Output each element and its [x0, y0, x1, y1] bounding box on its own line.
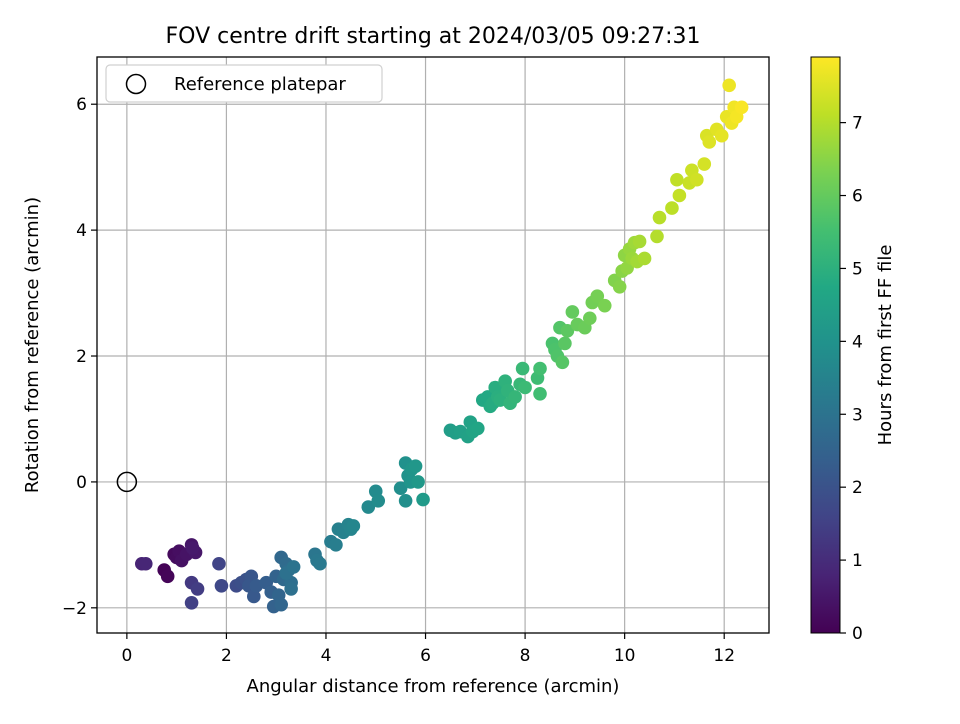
data-point: [471, 421, 485, 436]
data-point: [408, 459, 423, 473]
data-point: [714, 128, 729, 143]
x-tick-label: 6: [420, 646, 431, 666]
data-point: [533, 361, 547, 376]
data-point: [702, 135, 717, 149]
x-tick-label: 10: [614, 646, 636, 666]
colorbar-label: Hours from first FF file: [875, 245, 896, 446]
data-point: [632, 234, 647, 249]
data-point: [650, 229, 664, 244]
x-tick-label: 0: [121, 646, 132, 666]
colorbar-tick-label: 3: [852, 405, 863, 425]
data-point: [652, 210, 667, 225]
data-point: [583, 311, 597, 326]
data-point: [665, 201, 679, 215]
x-axis-ticks: 0 2 4 6 8 10 12: [121, 633, 735, 666]
data-point: [190, 582, 205, 596]
colorbar: [810, 56, 841, 634]
data-point: [672, 188, 687, 203]
legend-entry-label: Reference platepar: [174, 74, 346, 95]
colorbar-tick-label: 4: [852, 332, 863, 352]
data-point: [508, 390, 522, 404]
data-point: [184, 595, 199, 610]
data-points: [135, 78, 749, 614]
colorbar-tick-label: 0: [852, 624, 863, 644]
data-point: [329, 538, 343, 552]
plot-frame: [96, 56, 770, 634]
y-axis-ticks: −2 0 2 4 6: [62, 95, 97, 619]
data-point: [346, 519, 361, 533]
data-point: [361, 500, 376, 514]
data-point: [416, 492, 430, 507]
data-point: [597, 298, 612, 313]
reference-layer: [116, 471, 138, 493]
data-point: [515, 361, 530, 376]
data-point: [533, 386, 547, 401]
data-point: [565, 305, 580, 319]
data-point: [185, 541, 200, 555]
data-point: [398, 494, 413, 508]
data-point: [637, 251, 652, 266]
data-point: [274, 597, 288, 612]
data-point: [555, 355, 570, 370]
data-point: [393, 481, 408, 496]
legend-marker-open-circle: [125, 73, 147, 95]
data-point: [160, 569, 175, 584]
data-point: [670, 172, 684, 187]
data-point: [558, 336, 572, 351]
y-tick-label: 6: [76, 95, 87, 115]
x-axis-label: Angular distance from reference (arcmin): [247, 676, 620, 697]
data-point: [371, 494, 386, 508]
x-tick-label: 2: [221, 646, 232, 666]
colorbar-tick-label: 7: [852, 114, 863, 134]
data-point: [697, 157, 712, 171]
y-tick-label: 0: [76, 473, 87, 493]
y-tick-label: 4: [76, 221, 87, 241]
grid-lines: [97, 57, 769, 633]
data-point: [212, 556, 226, 571]
data-point: [313, 556, 327, 571]
data-point: [734, 100, 749, 115]
data-point: [518, 380, 532, 395]
data-point: [560, 324, 575, 338]
data-point: [286, 560, 301, 574]
colorbar-tick-label: 2: [852, 478, 863, 498]
legend-box: [105, 64, 383, 103]
chart-title: FOV centre drift starting at 2024/03/05 …: [166, 24, 701, 49]
y-tick-label: −2: [62, 599, 87, 619]
x-tick-label: 4: [321, 646, 332, 666]
colorbar-tick-label: 5: [852, 259, 863, 279]
colorbar-tick-label: 1: [852, 551, 863, 571]
reference-platepar-marker: [116, 471, 138, 493]
data-point: [690, 172, 704, 187]
data-point: [590, 289, 605, 304]
data-point: [284, 582, 298, 596]
data-point: [214, 578, 229, 593]
x-tick-label: 8: [520, 646, 531, 666]
data-point: [411, 475, 425, 489]
colorbar-ticks: 0 1 2 3 4 5 6 7: [840, 114, 863, 644]
y-tick-label: 2: [76, 347, 87, 367]
y-axis-label: Rotation from reference (arcmin): [22, 197, 43, 493]
data-point: [612, 279, 627, 294]
legend: Reference platepar: [105, 64, 383, 103]
x-tick-label: 12: [713, 646, 735, 666]
data-point: [138, 556, 153, 571]
data-point: [722, 78, 736, 93]
data-point: [247, 589, 261, 604]
colorbar-tick-label: 6: [852, 187, 863, 207]
